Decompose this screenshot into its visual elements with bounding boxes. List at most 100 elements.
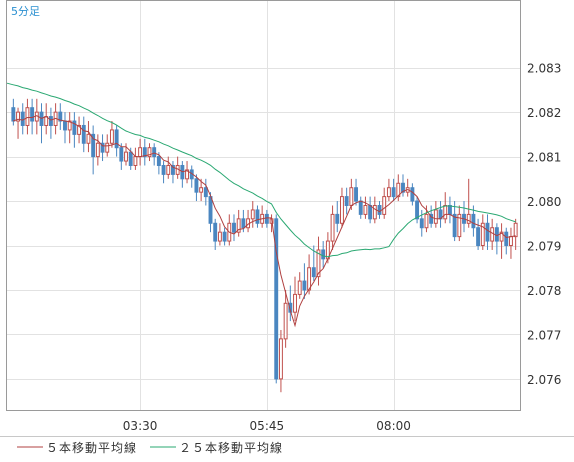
candle-body-up bbox=[199, 187, 204, 193]
candles bbox=[11, 98, 518, 393]
candle-body-down bbox=[152, 147, 157, 158]
candle-body-down bbox=[368, 205, 373, 220]
candle-body-up bbox=[133, 156, 138, 166]
candle-body-down bbox=[72, 120, 77, 135]
candle-body-up bbox=[86, 133, 91, 144]
ma25-series-line bbox=[6, 82, 516, 258]
candle-body-up bbox=[316, 249, 321, 278]
candle-body-down bbox=[274, 218, 279, 380]
candle-body-down bbox=[11, 107, 16, 122]
candle-body-down bbox=[194, 178, 199, 193]
candle-body-up bbox=[396, 182, 401, 198]
candle-body-up bbox=[457, 213, 462, 238]
ma5-series-line bbox=[13, 115, 516, 328]
y-axis-ticks: 2.083 2.082 2.081 2.080 2.079 2.078 2.077 2.076 bbox=[527, 62, 561, 387]
candle-body-up bbox=[109, 129, 114, 144]
candle-body-up bbox=[424, 213, 429, 229]
candle-body-down bbox=[410, 187, 415, 202]
x-tick-label: 08:00 bbox=[376, 419, 411, 433]
candle-body-down bbox=[58, 111, 63, 122]
candle-body-down bbox=[48, 116, 53, 126]
candle-body-down bbox=[171, 164, 175, 175]
candle-body-up bbox=[217, 231, 222, 242]
candle-body-down bbox=[100, 142, 105, 153]
candle-body-up bbox=[77, 124, 82, 135]
candle-body-up bbox=[250, 209, 255, 220]
candle-body-down bbox=[264, 213, 269, 224]
plot-area-border bbox=[6, 0, 521, 411]
y-tick-label: 2.078 bbox=[527, 284, 561, 298]
candle-body-up bbox=[372, 205, 377, 220]
candle-body-up bbox=[307, 267, 312, 291]
candle-body-down bbox=[156, 156, 161, 166]
candle-body-down bbox=[91, 133, 96, 158]
candle-body-up bbox=[105, 142, 110, 153]
candle-body-up bbox=[166, 164, 171, 175]
y-tick-label: 2.081 bbox=[527, 151, 561, 165]
candle-body-up bbox=[330, 213, 335, 242]
candle-body-up bbox=[236, 218, 241, 233]
candle-body-down bbox=[63, 120, 67, 131]
candle-body-up bbox=[138, 147, 143, 158]
grid bbox=[7, 1, 520, 410]
candle-body-up bbox=[67, 120, 72, 131]
candle-body-down bbox=[302, 280, 307, 291]
candle-body-down bbox=[255, 209, 260, 224]
candle-body-down bbox=[391, 187, 396, 198]
candle-body-up bbox=[386, 187, 391, 198]
candle-body-up bbox=[147, 147, 152, 158]
candle-body-down bbox=[30, 107, 35, 122]
candle-body-down bbox=[476, 227, 481, 247]
candle-body-down bbox=[429, 213, 434, 224]
candle-body-up bbox=[124, 151, 128, 162]
candle-body-up bbox=[340, 196, 344, 224]
candle-body-down bbox=[335, 213, 340, 224]
x-tick-label: 03:30 bbox=[123, 419, 158, 433]
candle-body-down bbox=[452, 213, 457, 238]
candle-body-down bbox=[81, 124, 86, 144]
candle-body-up bbox=[443, 205, 448, 220]
legend: ５本移動平均線 ２５本移動平均線 bbox=[17, 440, 282, 455]
candle-body-down bbox=[208, 196, 213, 224]
candle-body-down bbox=[203, 187, 208, 198]
candle-body-down bbox=[354, 187, 358, 202]
candle-body-down bbox=[447, 205, 452, 215]
timeframe-label: 5分足 bbox=[11, 5, 40, 18]
candle-body-down bbox=[20, 111, 25, 126]
x-tick-label: 05:45 bbox=[250, 419, 285, 433]
candle-body-down bbox=[119, 147, 124, 162]
candle-body-up bbox=[95, 142, 100, 158]
y-tick-label: 2.077 bbox=[527, 328, 561, 342]
candle-body-up bbox=[349, 187, 354, 206]
candle-body-down bbox=[213, 222, 218, 242]
candle-body-down bbox=[401, 182, 405, 193]
candle-body-down bbox=[142, 147, 147, 158]
candle-body-down bbox=[128, 151, 133, 166]
candle-body-down bbox=[311, 267, 316, 278]
candle-body-down bbox=[232, 222, 236, 233]
y-tick-label: 2.080 bbox=[527, 195, 561, 209]
candle-body-down bbox=[471, 213, 476, 229]
candle-body-down bbox=[358, 200, 363, 215]
candle-body-down bbox=[485, 222, 490, 242]
legend-ma5-label: ５本移動平均線 bbox=[46, 440, 137, 455]
candle-body-down bbox=[415, 200, 420, 220]
candle-body-up bbox=[283, 302, 288, 340]
y-tick-label: 2.082 bbox=[527, 106, 561, 120]
candle-body-down bbox=[161, 164, 166, 175]
candle-body-up bbox=[293, 293, 297, 313]
candle-body-down bbox=[377, 205, 382, 215]
candle-body-up bbox=[480, 222, 485, 247]
candle-body-down bbox=[494, 227, 499, 242]
y-tick-label: 2.083 bbox=[527, 62, 561, 76]
candle-body-up bbox=[297, 280, 302, 295]
candle-body-up bbox=[185, 169, 189, 180]
moving-averages bbox=[6, 82, 516, 328]
candle-body-up bbox=[16, 111, 20, 122]
candle-body-down bbox=[222, 231, 227, 242]
candle-body-up bbox=[499, 231, 504, 242]
y-tick-label: 2.079 bbox=[527, 240, 561, 254]
candle-body-up bbox=[382, 196, 387, 215]
x-axis-ticks: 03:30 05:45 08:00 bbox=[123, 419, 411, 433]
